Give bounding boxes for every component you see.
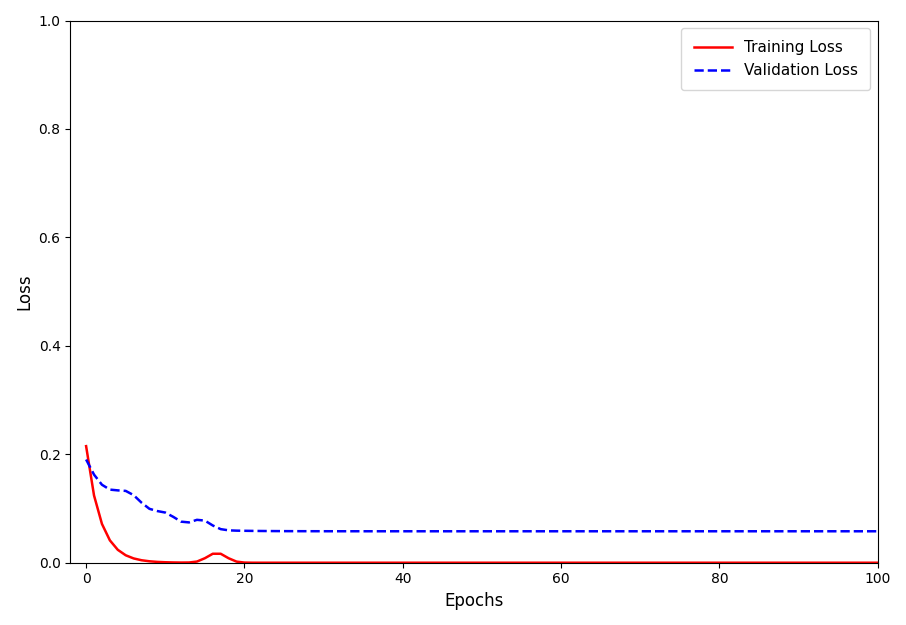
- Validation Loss: [279, 528, 290, 535]
- Training Loss: [872, 559, 883, 566]
- Training Loss: [555, 559, 566, 566]
- Training Loss: [81, 442, 92, 450]
- Training Loss: [136, 556, 147, 564]
- Validation Loss: [872, 528, 883, 535]
- Validation Loss: [674, 528, 685, 535]
- Line: Validation Loss: Validation Loss: [86, 459, 878, 531]
- Validation Loss: [555, 528, 566, 535]
- Training Loss: [635, 559, 646, 566]
- Validation Loss: [81, 456, 92, 463]
- X-axis label: Epochs: Epochs: [444, 592, 504, 610]
- Validation Loss: [635, 528, 646, 535]
- Training Loss: [445, 559, 456, 566]
- Validation Loss: [445, 528, 456, 535]
- Line: Training Loss: Training Loss: [86, 446, 878, 562]
- Training Loss: [279, 559, 290, 566]
- Validation Loss: [136, 499, 147, 506]
- Y-axis label: Loss: Loss: [15, 273, 33, 310]
- Legend: Training Loss, Validation Loss: Training Loss, Validation Loss: [681, 28, 870, 90]
- Training Loss: [674, 559, 685, 566]
